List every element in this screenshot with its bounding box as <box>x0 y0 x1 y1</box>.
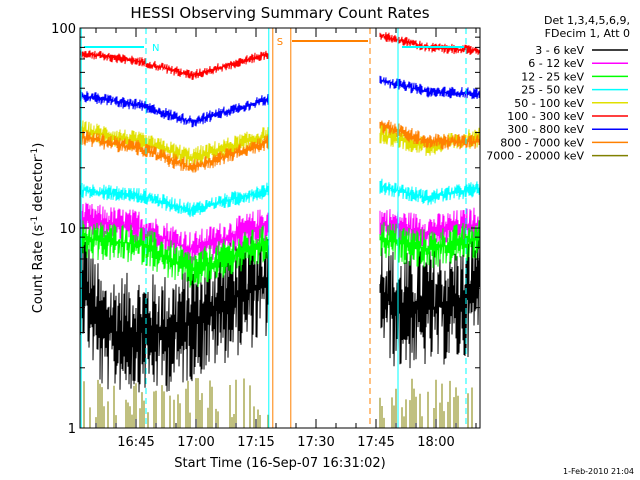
series-line-800-7000-kev-0 <box>79 130 269 173</box>
series-line-800-7000-kev-1 <box>379 119 481 150</box>
y-axis-label: Count Rate (s-1 detector-1) <box>30 143 46 314</box>
x-tick-label-0: 16:45 <box>117 435 154 450</box>
x-tick-label-2: 17:15 <box>237 435 274 450</box>
legend-header-1: Det 1,3,4,5,6,9, <box>544 14 630 27</box>
y-tick-label-1: 10 <box>59 222 76 237</box>
series-line-12-25-kev-1 <box>379 220 481 268</box>
y-axis-label-sup: -1 <box>30 216 40 225</box>
legend-label-6: 300 - 800 keV <box>507 123 584 136</box>
y-axis-label-close: ) <box>31 143 46 148</box>
legend-label-5: 100 - 300 keV <box>507 110 584 123</box>
x-tick-label-5: 18:00 <box>417 435 454 450</box>
x-tick-label-3: 17:30 <box>297 435 334 450</box>
flag-label-n: N <box>152 43 159 54</box>
series-line-3-6-kev-1 <box>379 225 481 369</box>
chart-title: HESSI Observing Summary Count Rates <box>130 4 429 22</box>
x-axis-label: Start Time (16-Sep-07 16:31:02) <box>174 456 385 471</box>
y-axis-label-mid: detector <box>31 156 46 216</box>
legend-label-3: 25 - 50 keV <box>521 84 584 97</box>
series-line-300-800-kev-1 <box>379 75 481 100</box>
legend-label-1: 6 - 12 keV <box>528 57 584 70</box>
y-tick-label-0: 1 <box>68 422 76 437</box>
legend-label-0: 3 - 6 keV <box>535 44 584 57</box>
series-line-12-25-kev-0 <box>79 220 269 288</box>
series-line-300-800-kev-0 <box>79 90 269 128</box>
series-line-25-50-kev-1 <box>379 178 481 206</box>
render-timestamp: 1-Feb-2010 21:04 <box>563 467 634 476</box>
legend-label-2: 12 - 25 keV <box>521 70 584 83</box>
series-group <box>79 32 481 428</box>
legend-label-8: 7000 - 20000 keV <box>486 150 584 163</box>
legend-header-2: FDecim 1, Att 0 <box>545 27 630 40</box>
x-tick-label-4: 17:45 <box>357 435 394 450</box>
flag-label-s: S <box>277 37 283 48</box>
legend-label-4: 50 - 100 keV <box>514 97 584 110</box>
series-line-3-6-kev-0 <box>79 230 269 393</box>
y-axis-label-sup2: -1 <box>30 148 40 157</box>
series-line-7000-20000-kev-1 <box>199 378 269 428</box>
legend-label-7: 800 - 7000 keV <box>500 136 584 149</box>
overlay-group: NS <box>80 28 467 428</box>
series-line-25-50-kev-0 <box>79 182 269 218</box>
y-tick-label-2: 100 <box>51 22 76 37</box>
x-tick-label-1: 17:00 <box>177 435 214 450</box>
series-line-100-300-kev-0 <box>79 50 269 80</box>
legend: Det 1,3,4,5,6,9, FDecim 1, Att 0 3 - 6 k… <box>486 14 630 163</box>
ticks-group: 1 10 100 16:45 17:00 17:15 17:30 17:45 18:00 <box>51 22 480 450</box>
y-axis-label-main: Count Rate (s <box>31 225 46 314</box>
